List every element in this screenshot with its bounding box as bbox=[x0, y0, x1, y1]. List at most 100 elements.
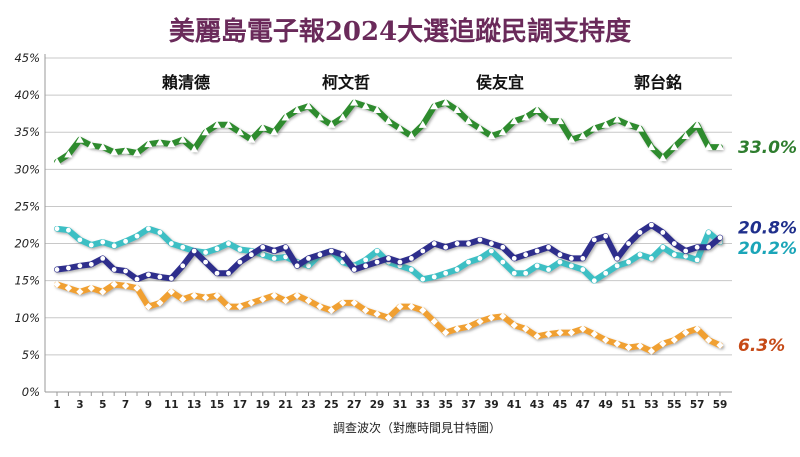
data-point bbox=[443, 270, 449, 276]
data-point bbox=[693, 325, 701, 333]
y-tick-label: 40% bbox=[14, 88, 40, 102]
x-tick-label: 7 bbox=[122, 399, 129, 411]
x-tick-label: 11 bbox=[164, 399, 179, 411]
data-point bbox=[236, 303, 244, 311]
data-point bbox=[178, 135, 187, 143]
data-point bbox=[350, 98, 359, 106]
series-4 bbox=[53, 280, 724, 355]
x-tick-label: 21 bbox=[278, 399, 293, 411]
data-point bbox=[624, 120, 633, 128]
data-point bbox=[157, 274, 163, 280]
data-point bbox=[328, 248, 334, 254]
data-point bbox=[557, 252, 563, 258]
data-point bbox=[716, 341, 724, 349]
data-point bbox=[603, 233, 609, 239]
y-tick-label: 25% bbox=[14, 199, 40, 213]
data-point bbox=[500, 244, 506, 250]
data-point bbox=[568, 256, 574, 261]
data-point bbox=[658, 154, 667, 162]
data-point bbox=[396, 303, 404, 311]
data-point bbox=[706, 230, 711, 235]
x-tick-label: 45 bbox=[553, 399, 568, 411]
data-point bbox=[419, 306, 427, 314]
data-point bbox=[533, 105, 542, 114]
data-point bbox=[395, 124, 405, 132]
data-point bbox=[511, 256, 517, 261]
data-point bbox=[384, 314, 393, 322]
data-point bbox=[546, 267, 551, 272]
data-point bbox=[670, 336, 678, 344]
x-tick-label: 57 bbox=[690, 399, 705, 411]
data-point bbox=[683, 253, 689, 259]
x-tick-label: 53 bbox=[644, 399, 659, 411]
x-tick-label: 3 bbox=[76, 399, 83, 411]
y-tick-label: 5% bbox=[22, 348, 40, 362]
data-point bbox=[100, 239, 106, 245]
data-point bbox=[339, 299, 347, 307]
data-point bbox=[578, 131, 587, 139]
data-point bbox=[706, 244, 711, 250]
data-point bbox=[590, 124, 599, 132]
data-point bbox=[88, 261, 94, 267]
data-point bbox=[454, 267, 460, 272]
data-point bbox=[466, 241, 471, 246]
data-point bbox=[420, 248, 426, 254]
data-point bbox=[649, 222, 654, 228]
data-point bbox=[304, 102, 313, 110]
x-tick-label: 13 bbox=[187, 399, 202, 411]
data-point bbox=[372, 105, 382, 114]
data-point bbox=[682, 329, 690, 337]
data-point bbox=[397, 259, 403, 265]
data-point bbox=[443, 244, 449, 250]
data-point bbox=[121, 282, 130, 290]
y-tick-label: 30% bbox=[14, 162, 40, 176]
y-tick-label: 45% bbox=[14, 51, 40, 65]
data-point bbox=[567, 135, 576, 143]
x-tick-label: 15 bbox=[210, 399, 225, 411]
data-point bbox=[704, 336, 713, 344]
data-point bbox=[88, 242, 94, 248]
data-point bbox=[374, 248, 380, 254]
data-point bbox=[488, 241, 494, 246]
data-point bbox=[99, 288, 107, 296]
data-point bbox=[683, 248, 689, 254]
x-tick-label: 33 bbox=[415, 399, 430, 411]
data-point bbox=[647, 347, 656, 355]
data-point bbox=[614, 256, 620, 261]
data-point bbox=[282, 297, 290, 305]
data-point bbox=[511, 270, 517, 276]
data-point bbox=[259, 295, 267, 303]
data-point bbox=[100, 256, 106, 261]
data-point bbox=[340, 252, 346, 258]
x-tick-label: 1 bbox=[53, 399, 60, 411]
data-point bbox=[464, 117, 473, 125]
data-point bbox=[580, 267, 586, 272]
data-point bbox=[557, 259, 563, 265]
data-point bbox=[270, 128, 279, 136]
data-point bbox=[317, 252, 323, 258]
legend-marker bbox=[603, 77, 613, 87]
data-point bbox=[144, 140, 153, 148]
data-point bbox=[179, 295, 187, 303]
legend-marker bbox=[446, 78, 454, 86]
data-point bbox=[660, 230, 666, 235]
data-point bbox=[52, 157, 62, 165]
data-point bbox=[453, 105, 462, 114]
data-point bbox=[671, 252, 677, 258]
x-tick-label: 59 bbox=[713, 399, 728, 411]
data-point bbox=[647, 142, 656, 151]
end-labels: 33.0% 20.2%20.8% 6.3% bbox=[738, 138, 797, 356]
data-point bbox=[306, 263, 311, 269]
end-value-label: 20.8% bbox=[738, 219, 797, 239]
data-point bbox=[510, 321, 518, 329]
data-point bbox=[134, 233, 140, 239]
data-point bbox=[54, 267, 60, 272]
data-point bbox=[146, 272, 151, 278]
legend-label: 侯友宜 bbox=[476, 73, 524, 92]
data-point bbox=[155, 138, 164, 146]
data-point bbox=[523, 270, 529, 276]
series-group bbox=[52, 98, 725, 355]
data-point bbox=[111, 243, 117, 249]
data-point bbox=[374, 259, 380, 265]
data-point bbox=[591, 237, 597, 243]
